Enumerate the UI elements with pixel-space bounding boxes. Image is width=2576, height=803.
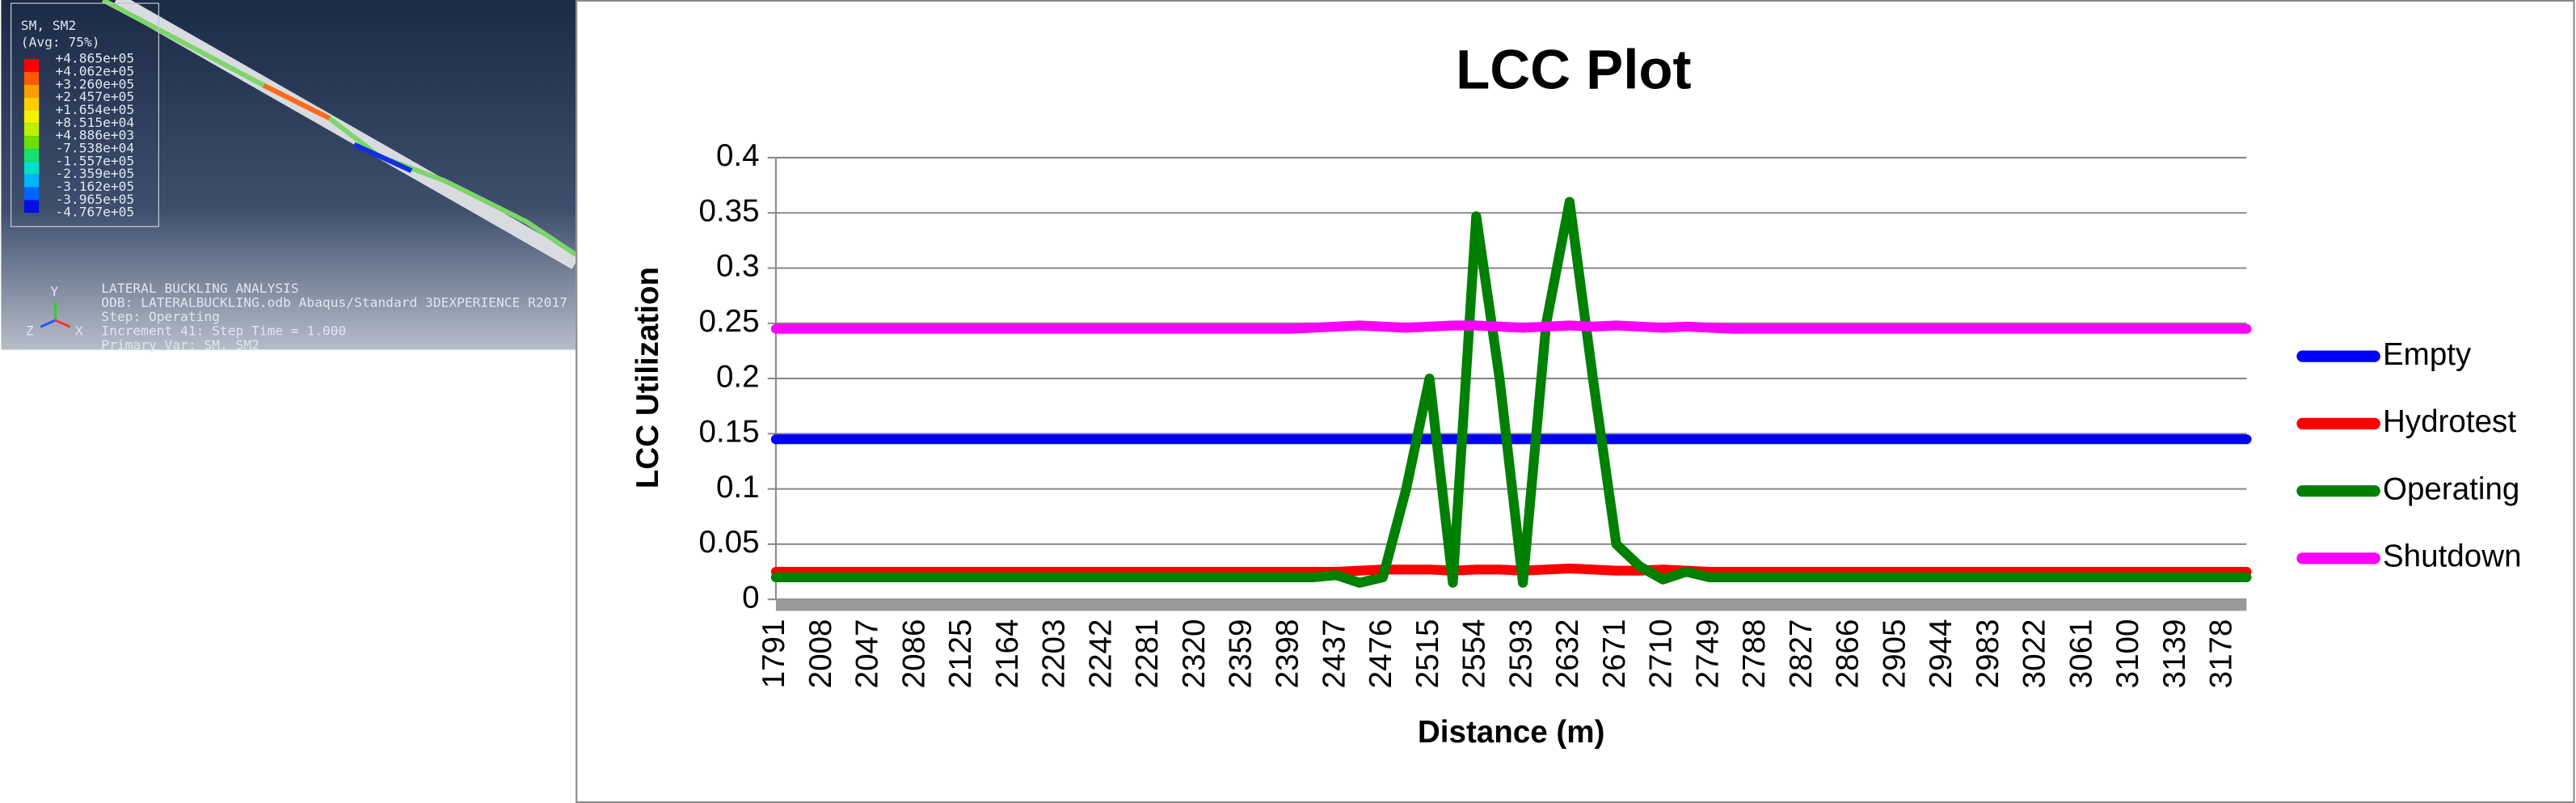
contour-level: -3.965e+05 bbox=[55, 192, 134, 207]
contour-avg: (Avg: 75%) bbox=[21, 34, 100, 49]
legend-label: Empty bbox=[2383, 337, 2472, 372]
contour-level: +1.654e+05 bbox=[55, 102, 134, 117]
contour-level: +4.865e+05 bbox=[55, 51, 134, 66]
x-tick-label: 3139 bbox=[2157, 619, 2192, 689]
legend-box bbox=[11, 2, 160, 227]
triad-label: X bbox=[75, 323, 83, 339]
triad-label: Y bbox=[50, 284, 58, 299]
x-tick-label: 2632 bbox=[1550, 619, 1585, 689]
contour-level: -1.557e+05 bbox=[55, 153, 134, 168]
triad-x bbox=[54, 319, 71, 328]
abaqus-viewport: SM, SM2 (Avg: 75%) +4.865e+05+4.062e+05+… bbox=[1, 0, 580, 353]
contour-band bbox=[23, 84, 40, 98]
x-tick-label: 2008 bbox=[803, 619, 838, 689]
y-tick-label: 0.35 bbox=[699, 193, 760, 228]
x-tick-label: 2554 bbox=[1457, 619, 1492, 689]
x-tick-label: 2788 bbox=[1737, 619, 1772, 689]
info-line: LATERAL BUCKLING ANALYSIS bbox=[101, 281, 298, 296]
viewport-background bbox=[1, 0, 576, 350]
x-tick-label: 2164 bbox=[990, 619, 1025, 689]
x-tick-label: 2359 bbox=[1224, 619, 1258, 689]
contour-band bbox=[23, 110, 40, 124]
contour-band bbox=[23, 71, 40, 85]
x-tick-label: 2905 bbox=[1877, 619, 1912, 689]
contour-level: -4.767e+05 bbox=[55, 205, 134, 220]
x-tick-label: 2476 bbox=[1364, 619, 1398, 689]
x-tick-label: 3100 bbox=[2110, 619, 2145, 689]
contour-band bbox=[23, 97, 40, 111]
chart-frame bbox=[575, 0, 2575, 803]
x-tick-label: 2671 bbox=[1597, 619, 1632, 689]
contour-level: -7.538e+04 bbox=[55, 140, 134, 155]
info-line: Step: Operating bbox=[101, 309, 220, 324]
x-axis-label: Distance (m) bbox=[1418, 715, 1605, 750]
contour-level: -3.162e+05 bbox=[55, 179, 134, 194]
x-tick-label: 3022 bbox=[2017, 619, 2052, 689]
chart-title: LCC Plot bbox=[1456, 38, 1691, 101]
x-tick-label: 2242 bbox=[1083, 619, 1118, 689]
x-tick-label: 2866 bbox=[1831, 619, 1866, 689]
contour-band bbox=[23, 174, 40, 188]
x-tick-label: 2515 bbox=[1410, 619, 1445, 689]
x-axis bbox=[775, 599, 2247, 611]
pipe-cold bbox=[352, 142, 413, 173]
x-tick-label: 2710 bbox=[1644, 619, 1679, 689]
plot-area: 0 0.05 0.1 0.15 0.2 0.25 0.3 0.35 0.4 1791 2008 204… bbox=[699, 138, 2522, 688]
info-line: Increment 41: Step Time = 1.000 bbox=[101, 323, 346, 338]
y-tick-label: 0.05 bbox=[699, 525, 760, 560]
x-tick-label: 2827 bbox=[1784, 619, 1819, 689]
contour-level: +4.886e+03 bbox=[55, 128, 134, 143]
y-tick-label: 0.1 bbox=[716, 470, 760, 505]
legend-label: Operating bbox=[2383, 471, 2519, 506]
x-tick-label: 3061 bbox=[2064, 619, 2098, 689]
x-tick-label: 2944 bbox=[1924, 619, 1958, 689]
contour-band bbox=[23, 148, 40, 162]
contour-level: +8.515e+04 bbox=[55, 115, 134, 130]
legend-label: Hydrotest bbox=[2383, 404, 2516, 439]
contour-band bbox=[23, 161, 40, 175]
y-tick-label: 0.2 bbox=[716, 359, 760, 394]
series-line bbox=[770, 563, 2252, 577]
y-tick-label: 0.3 bbox=[716, 249, 760, 284]
info-line: ODB: LATERALBUCKLING.odb Abaqus/Standard… bbox=[101, 294, 567, 310]
y-tick-label: 0.4 bbox=[716, 138, 760, 173]
x-tick-label: 2983 bbox=[1971, 619, 2005, 689]
y-tick-label: 0.25 bbox=[699, 304, 760, 339]
y-axis-label: LCC Utilization bbox=[630, 267, 665, 488]
x-tick-label: 2047 bbox=[850, 619, 885, 689]
y-tick-label: 0.15 bbox=[699, 415, 760, 450]
contour-level: +3.260e+05 bbox=[55, 76, 134, 91]
contour-level: +4.062e+05 bbox=[55, 63, 134, 78]
y-tick-label: 0 bbox=[742, 580, 759, 615]
contour-title: SM, SM2 bbox=[21, 18, 76, 33]
contour-legend: +4.865e+05+4.062e+05+3.260e+05+2.457e+05… bbox=[23, 51, 134, 220]
legend-label: Shutdown bbox=[2383, 539, 2522, 574]
x-tick-label: 1791 bbox=[757, 619, 791, 689]
x-tick-label: 2125 bbox=[943, 619, 978, 689]
x-tick-label: 2320 bbox=[1177, 619, 1212, 689]
contour-band bbox=[23, 200, 40, 213]
x-tick-label: 2398 bbox=[1270, 619, 1305, 689]
contour-level: -2.359e+05 bbox=[55, 166, 134, 181]
contour-level: +2.457e+05 bbox=[55, 89, 134, 104]
series-line bbox=[770, 320, 2252, 334]
pipe-hot bbox=[262, 82, 331, 120]
contour-band bbox=[23, 187, 40, 201]
triad-z bbox=[40, 319, 57, 328]
x-tick-label: 2593 bbox=[1503, 619, 1538, 689]
contour-band bbox=[23, 59, 40, 72]
x-tick-label: 2749 bbox=[1690, 619, 1725, 689]
x-tick-label: 2203 bbox=[1037, 619, 1072, 689]
triad-label: Z bbox=[26, 323, 34, 339]
info-line: Primary Var: SM, SM2 bbox=[101, 337, 259, 353]
contour-band bbox=[23, 136, 40, 149]
x-tick-label: 3178 bbox=[2204, 619, 2239, 689]
x-tick-label: 2437 bbox=[1317, 619, 1351, 689]
x-tick-label: 2086 bbox=[896, 619, 931, 689]
series-line bbox=[770, 197, 2252, 588]
x-tick-label: 2281 bbox=[1130, 619, 1165, 689]
contour-band bbox=[23, 123, 40, 137]
